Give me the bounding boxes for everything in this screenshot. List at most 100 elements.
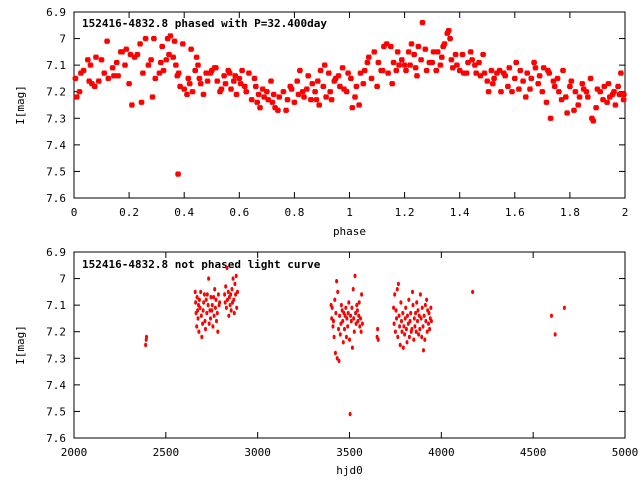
phased-data-point — [104, 38, 110, 44]
phased-data-point — [353, 83, 360, 89]
phased-data-point — [620, 97, 627, 103]
phased-data-point — [539, 89, 546, 95]
unphased-data-point — [204, 326, 207, 332]
unphased-data-point — [205, 310, 209, 316]
phased-data-point — [568, 78, 575, 84]
unphased-data-point — [471, 289, 475, 295]
unphased-x-axis-label: hjd0 — [336, 464, 363, 477]
phased-data-point — [357, 70, 364, 76]
phased-data-point — [119, 49, 125, 55]
phased-data-point — [423, 67, 430, 74]
unphased-data-point — [404, 326, 408, 332]
unphased-data-point — [395, 287, 399, 292]
phased-x-tick-label: 0.6 — [229, 206, 249, 219]
phased-data-point — [374, 83, 380, 89]
unphased-data-point — [420, 305, 424, 310]
phased-data-point — [321, 62, 328, 68]
unphased-data-point — [404, 305, 408, 310]
phased-data-point — [317, 67, 324, 74]
unphased-data-point — [194, 300, 198, 305]
unphased-data-point — [346, 324, 350, 329]
phased-data-point — [352, 94, 358, 100]
phased-data-point — [341, 86, 347, 92]
phased-data-point — [93, 54, 99, 60]
unphased-data-point — [423, 302, 427, 308]
phased-data-point — [567, 83, 573, 89]
phased-data-point — [195, 62, 201, 68]
unphased-data-point — [214, 297, 218, 302]
phased-data-point — [396, 62, 402, 68]
unphased-x-tick-label: 4500 — [520, 446, 547, 459]
phased-data-point — [98, 57, 105, 63]
phased-data-point — [270, 91, 277, 97]
phased-data-point — [158, 59, 164, 66]
unphased-y-tick-label: 6.9 — [46, 246, 66, 259]
unphased-data-point — [355, 302, 359, 308]
phased-data-point — [506, 65, 513, 71]
phased-data-point — [177, 83, 183, 89]
phased-data-point — [459, 51, 466, 58]
phased-data-point — [590, 118, 597, 124]
phased-data-point — [527, 86, 533, 92]
phased-data-point — [113, 59, 120, 66]
phased-data-point — [399, 57, 405, 63]
unphased-data-point — [338, 332, 342, 337]
phased-data-point — [308, 97, 314, 103]
unphased-data-point — [213, 287, 217, 292]
unphased-data-point — [357, 300, 361, 305]
unphased-data-point — [210, 302, 214, 308]
phased-data-point — [189, 89, 196, 95]
phased-data-point — [469, 57, 475, 63]
phased-data-point — [615, 83, 621, 89]
unphased-data-point — [550, 313, 553, 318]
phased-x-tick-label: 0.2 — [119, 206, 139, 219]
phased-data-point — [339, 65, 346, 71]
unphased-data-point — [330, 305, 334, 310]
unphased-data-point — [414, 329, 418, 334]
phased-data-point — [80, 67, 87, 74]
unphased-data-point — [226, 289, 230, 295]
phased-data-point — [535, 81, 541, 87]
phased-data-point — [140, 70, 146, 76]
phased-data-point — [379, 67, 386, 74]
phased-data-point — [597, 89, 603, 95]
phased-data-point — [127, 51, 134, 58]
phased-data-point — [105, 75, 112, 81]
phased-x-tick-label: 0.8 — [284, 206, 304, 219]
unphased-data-point — [218, 300, 222, 305]
unphased-data-point — [397, 313, 401, 318]
unphased-data-point — [195, 324, 199, 329]
phased-data-point — [171, 38, 178, 44]
phased-data-point — [251, 75, 258, 81]
phased-data-point — [476, 59, 482, 66]
phased-data-point — [323, 94, 329, 100]
unphased-data-point — [422, 313, 426, 318]
phased-data-point — [481, 70, 488, 76]
phased-data-point — [579, 81, 586, 87]
phased-data-point — [343, 89, 350, 95]
phased-data-point — [268, 78, 274, 84]
phased-data-point — [524, 70, 530, 76]
phased-data-point — [448, 57, 455, 63]
unphased-data-point — [412, 316, 416, 321]
phased-data-point — [173, 62, 179, 68]
phased-data-point — [528, 75, 535, 81]
phased-data-point — [540, 65, 547, 71]
phased-data-point — [551, 83, 558, 89]
phased-data-point — [571, 107, 577, 113]
phased-data-point — [412, 65, 419, 71]
phased-data-point — [604, 99, 610, 105]
phased-data-point — [445, 28, 452, 34]
unphased-data-point — [199, 313, 203, 318]
unphased-data-point — [359, 316, 362, 321]
phased-data-point — [509, 89, 515, 95]
phased-data-point — [72, 75, 79, 81]
phased-data-point — [564, 110, 570, 116]
phased-data-point — [91, 83, 98, 89]
phased-data-point — [520, 78, 526, 84]
unphased-data-point — [197, 297, 201, 302]
phased-data-point — [257, 105, 263, 111]
unphased-data-point — [199, 289, 203, 295]
phased-data-point — [393, 67, 400, 74]
unphased-data-point — [420, 334, 424, 340]
